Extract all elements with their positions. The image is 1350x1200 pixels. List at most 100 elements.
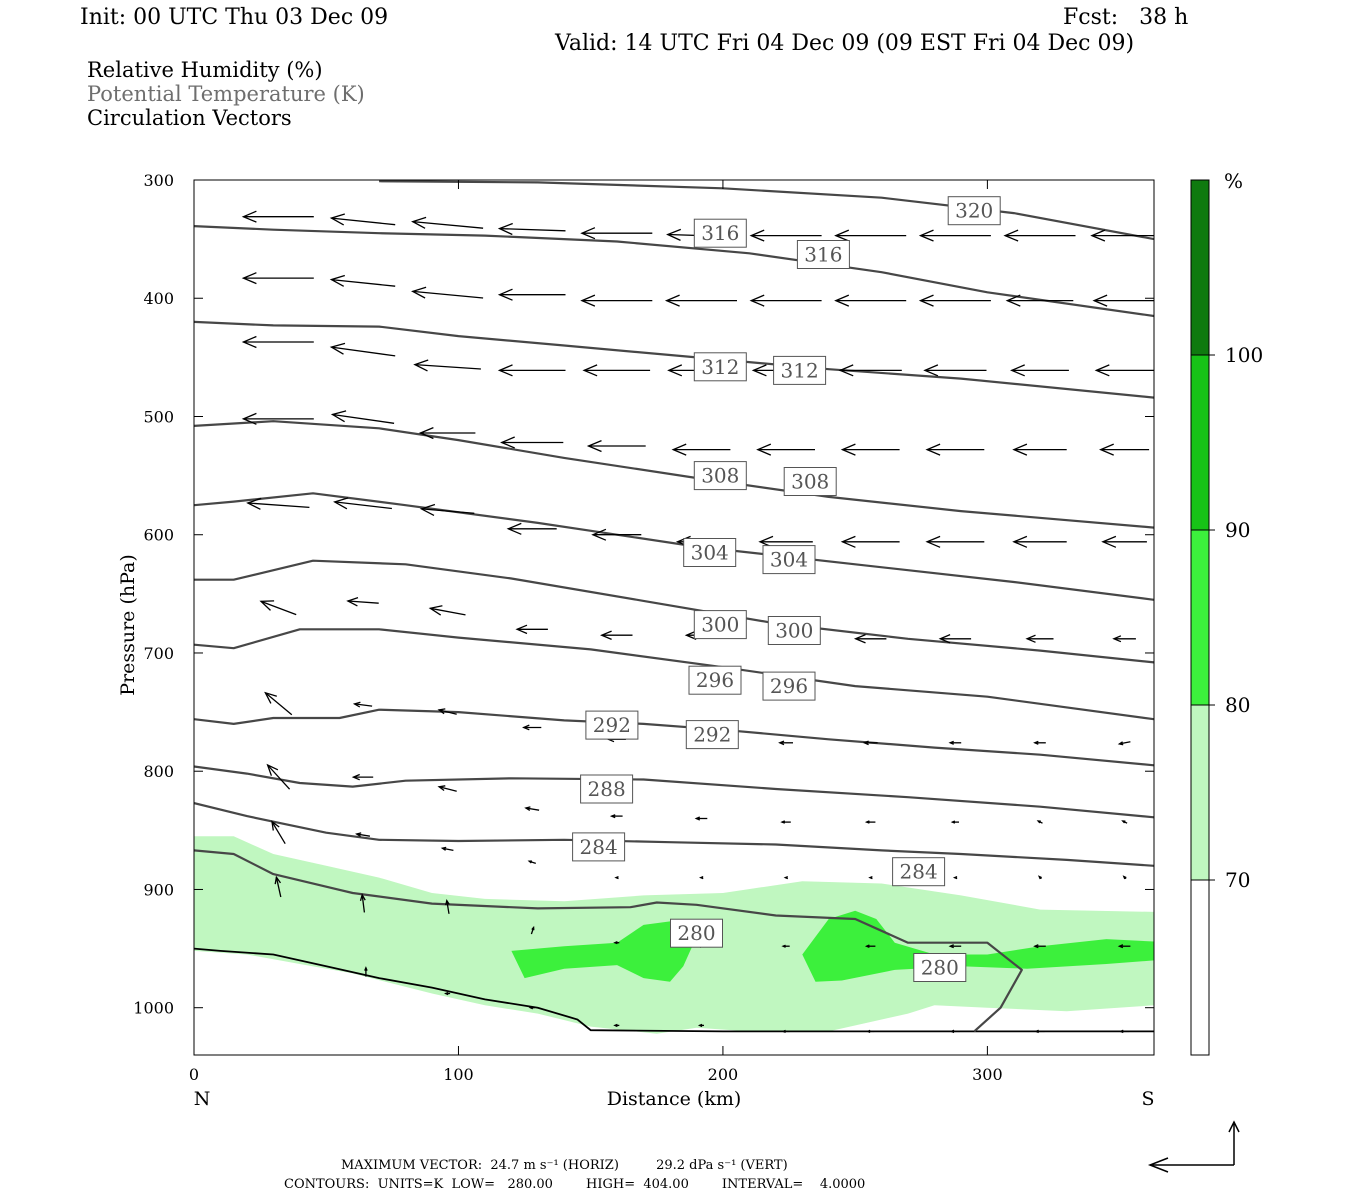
y-tick-label: 300 [143,171,174,190]
circulation-vector [694,816,708,821]
circulation-vector [952,875,958,880]
circulation-vector [613,1023,620,1028]
circulation-vector [948,740,962,745]
circulation-vector [246,497,310,510]
x-tick-label: 300 [972,1065,1003,1084]
colorbar-frame [1190,179,1210,1056]
circulation-vector [613,941,620,945]
circulation-vector [840,443,900,456]
svg-text:312: 312 [701,355,739,379]
circulation-vector [1094,364,1154,377]
svg-text:284: 284 [900,860,938,884]
circulation-vector [950,820,959,824]
circulation-vector [834,229,907,242]
circulation-vector [437,785,457,792]
svg-text:292: 292 [693,723,731,747]
circulation-vector [749,229,822,242]
contour-label-280: 280 [913,953,967,982]
valid-time-label: Valid: 14 UTC Fri 04 Dec 09 (09 EST Fri … [555,31,1135,56]
circulation-vector [834,294,907,307]
y-tick-label: 700 [143,644,174,663]
circulation-vector [918,229,991,242]
rh-shade-80 [802,910,1154,982]
contour-label-280: 280 [670,918,723,948]
circulation-vector [864,944,876,948]
circulation-vector [497,288,566,301]
circulation-vector [780,820,791,824]
svg-text:280: 280 [677,921,715,945]
circulation-vector [582,364,651,377]
circulation-vector [840,535,900,548]
colorbar-label: 80 [1225,693,1250,717]
x-end-label-south: S [1141,1088,1154,1110]
circulation-vector [428,605,466,616]
contour-label-296: 296 [688,665,742,695]
y-tick-label: 600 [143,526,174,545]
circulation-vector [1101,535,1147,548]
circulation-vector [580,294,653,307]
reference-vector-key [1147,1120,1240,1173]
circulation-vector [866,1029,875,1034]
x-axis-title: Distance (km) [607,1088,742,1110]
svg-text:304: 304 [691,541,729,565]
circulation-vector [1034,1029,1045,1034]
circulation-vector [411,216,484,229]
circulation-vector [938,634,972,644]
colorbar-label: 90 [1225,518,1250,542]
contour-label-304: 304 [683,538,737,567]
contour-label-296: 296 [762,671,816,701]
theta-contour-320 [379,180,1154,241]
circulation-vector [506,522,557,535]
circulation-vector [862,740,878,746]
contour-label-308: 308 [783,467,837,496]
circulation-vector [864,820,876,824]
forecast-hour-label: Fcst: 38 h [1063,5,1189,30]
circulation-vector [418,426,476,440]
plot-frame [193,179,1155,1056]
contour-label-316: 316 [796,240,850,269]
circulation-vector [364,966,368,977]
circulation-vector [271,820,286,845]
circulation-vector [530,925,535,935]
circulation-vector [497,222,566,236]
theta-contour-308 [194,420,1154,529]
svg-text:312: 312 [781,358,819,382]
circulation-vector [329,213,396,226]
circulation-vector [264,691,293,716]
circulation-vector [1112,635,1136,643]
contour-label-284: 284 [572,832,626,862]
init-time-label: Init: 00 UTC Thu 03 Dec 09 [80,5,389,30]
circulation-vector [1121,820,1128,824]
contour-label-300: 300 [693,610,747,640]
y-tick-label: 400 [143,289,174,308]
circulation-vector [440,846,454,852]
theta-contour-292 [194,708,1154,767]
circulation-vector [1117,741,1131,746]
contour-label-312: 312 [693,352,747,382]
circulation-vector [756,443,815,456]
circulation-vector [1092,294,1154,307]
circulation-vector [1090,229,1154,242]
x-tick-label: 0 [189,1065,199,1084]
colorbar-segment-80 [1191,530,1209,705]
circulation-vector [1036,820,1043,824]
colorbar-segment-below-70 [1191,880,1209,1055]
circulation-vector [664,294,737,307]
svg-text:280: 280 [921,956,959,980]
circulation-vector [1099,443,1150,456]
circulation-vector [330,410,395,424]
circulation-vector [522,724,542,731]
circulation-vector [355,832,371,837]
circulation-vector [346,596,379,607]
circulation-vector [266,763,291,790]
y-tick-label: 500 [143,408,174,427]
svg-text:296: 296 [770,674,808,698]
circulation-vector [1012,443,1067,456]
legend-relative-humidity: Relative Humidity (%) [87,58,323,82]
legend-circulation-vectors: Circulation Vectors [87,106,292,130]
theta-contour-296 [194,628,1154,721]
contour-info-note: CONTOURS: UNITS=K LOW= 280.00 HIGH= 404.… [284,1177,866,1192]
circulation-vector [1012,535,1067,548]
circulation-vector [778,740,793,746]
circulation-vector [1010,364,1069,377]
